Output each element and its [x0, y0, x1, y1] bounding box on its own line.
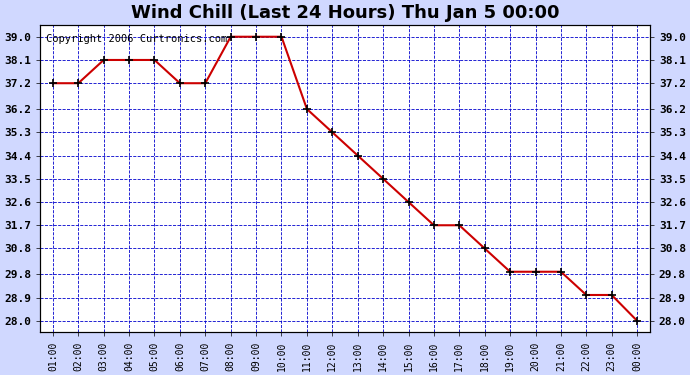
Title: Wind Chill (Last 24 Hours) Thu Jan 5 00:00: Wind Chill (Last 24 Hours) Thu Jan 5 00:… [130, 4, 560, 22]
Text: Copyright 2006 Curtronics.com: Copyright 2006 Curtronics.com [46, 34, 228, 44]
